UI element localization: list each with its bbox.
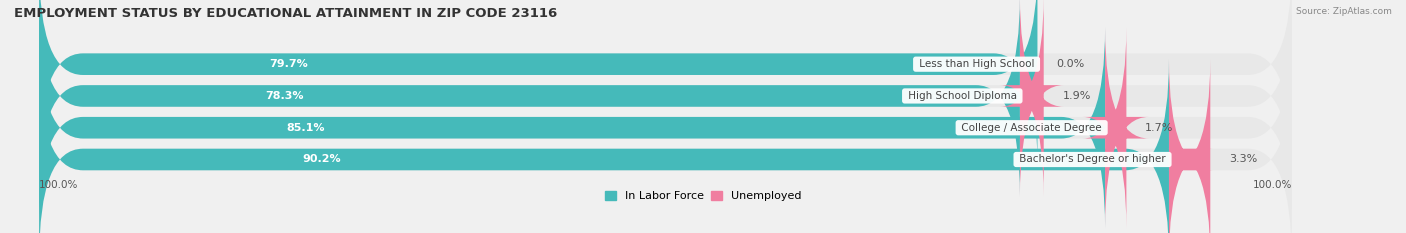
FancyBboxPatch shape [39,0,1292,196]
FancyBboxPatch shape [1167,59,1213,233]
FancyBboxPatch shape [39,0,1019,196]
FancyBboxPatch shape [39,27,1292,228]
Text: Less than High School: Less than High School [915,59,1038,69]
Text: EMPLOYMENT STATUS BY EDUCATIONAL ATTAINMENT IN ZIP CODE 23116: EMPLOYMENT STATUS BY EDUCATIONAL ATTAINM… [14,7,557,20]
Text: High School Diploma: High School Diploma [904,91,1019,101]
FancyBboxPatch shape [39,27,1105,228]
Text: 85.1%: 85.1% [287,123,325,133]
Legend: In Labor Force, Unemployed: In Labor Force, Unemployed [605,191,801,201]
FancyBboxPatch shape [1000,0,1064,196]
Text: 0.0%: 0.0% [1056,59,1084,69]
Text: 100.0%: 100.0% [1253,180,1292,190]
FancyBboxPatch shape [39,0,1292,164]
Text: 3.3%: 3.3% [1229,154,1257,164]
Text: 90.2%: 90.2% [302,154,340,164]
Text: 1.7%: 1.7% [1144,123,1174,133]
FancyBboxPatch shape [39,59,1168,233]
FancyBboxPatch shape [39,0,1038,164]
Text: Source: ZipAtlas.com: Source: ZipAtlas.com [1296,7,1392,16]
Text: 79.7%: 79.7% [270,59,308,69]
Text: 78.3%: 78.3% [266,91,304,101]
Text: Bachelor's Degree or higher: Bachelor's Degree or higher [1017,154,1168,164]
Text: 100.0%: 100.0% [39,180,79,190]
Text: College / Associate Degree: College / Associate Degree [959,123,1105,133]
FancyBboxPatch shape [39,59,1292,233]
Text: 1.9%: 1.9% [1063,91,1091,101]
FancyBboxPatch shape [1083,27,1149,228]
